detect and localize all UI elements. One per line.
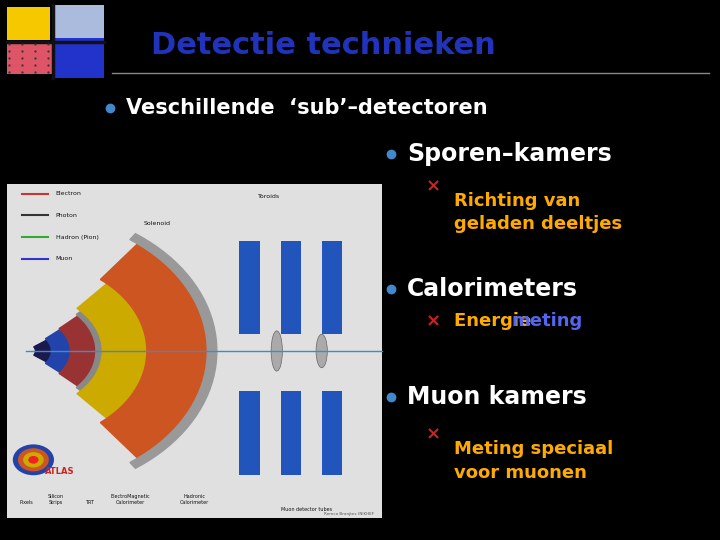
Circle shape	[13, 444, 54, 475]
Text: Muon detector tubes: Muon detector tubes	[281, 507, 333, 512]
Text: Hadron (Pion): Hadron (Pion)	[56, 235, 99, 240]
Text: Energie: Energie	[454, 312, 537, 330]
Text: meting: meting	[511, 312, 582, 330]
Ellipse shape	[316, 334, 328, 368]
Text: Toroids: Toroids	[258, 194, 280, 199]
Text: Silicon
Strips: Silicon Strips	[48, 494, 64, 505]
Text: ×: ×	[426, 426, 441, 444]
Text: ATLAS: ATLAS	[45, 467, 74, 476]
Text: Hadronic
Calorimeter: Hadronic Calorimeter	[180, 494, 209, 505]
Text: Detectie technieken: Detectie technieken	[151, 31, 496, 60]
Text: Sporen–kamers: Sporen–kamers	[407, 142, 611, 166]
Text: Electron: Electron	[56, 191, 82, 196]
Ellipse shape	[271, 331, 282, 371]
Polygon shape	[76, 311, 102, 391]
Text: Veschillende  ‘sub’–detectoren: Veschillende ‘sub’–detectoren	[126, 98, 487, 118]
Text: Pixels: Pixels	[19, 500, 33, 505]
Polygon shape	[34, 340, 51, 362]
Text: Muon: Muon	[56, 256, 73, 261]
Text: Solenoid: Solenoid	[143, 221, 171, 226]
Bar	[281, 390, 301, 475]
Bar	[52, 5, 104, 38]
Polygon shape	[77, 284, 147, 418]
Bar	[239, 390, 260, 475]
Circle shape	[18, 448, 49, 471]
Text: ×: ×	[426, 312, 441, 330]
Bar	[7, 184, 382, 518]
Circle shape	[23, 452, 44, 468]
Bar	[7, 7, 50, 40]
Bar	[322, 240, 342, 334]
Text: Richting van
geladen deeltjes: Richting van geladen deeltjes	[454, 192, 622, 233]
Polygon shape	[100, 244, 207, 458]
Text: Calorimeters: Calorimeters	[407, 277, 577, 301]
Circle shape	[28, 456, 39, 464]
Text: ElectroMagnetic
Calorimeter: ElectroMagnetic Calorimeter	[111, 494, 150, 505]
Polygon shape	[59, 316, 96, 386]
Text: ×: ×	[426, 177, 441, 195]
Bar	[322, 390, 342, 475]
Polygon shape	[130, 234, 217, 468]
Text: Photon: Photon	[56, 213, 78, 218]
Text: Remco Branjtes (NIKHEF: Remco Branjtes (NIKHEF	[324, 512, 374, 516]
Bar	[52, 38, 104, 78]
Text: Muon kamers: Muon kamers	[407, 385, 587, 409]
Polygon shape	[45, 329, 71, 373]
Bar	[281, 240, 301, 334]
Text: TRT: TRT	[85, 500, 94, 505]
Bar	[7, 43, 52, 74]
Text: Meting speciaal
voor muonen: Meting speciaal voor muonen	[454, 440, 613, 482]
Bar	[239, 240, 260, 334]
